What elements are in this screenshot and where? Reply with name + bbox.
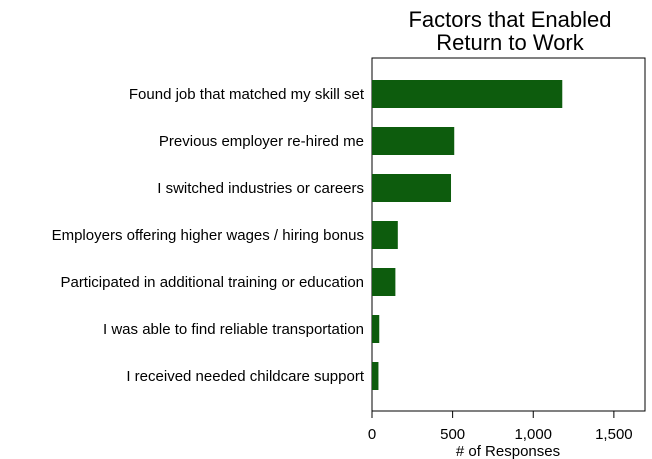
plot-frame — [371, 57, 646, 412]
x-tick-label-1: 500 — [440, 426, 465, 443]
category-label-1: Previous employer re-hired me — [159, 133, 364, 150]
x-tick-label-3: 1,500 — [595, 426, 633, 443]
category-label-3: Employers offering higher wages / hiring… — [52, 227, 364, 244]
bars-group — [372, 80, 563, 390]
bar-1 — [372, 127, 455, 155]
category-label-4: Participated in additional training or e… — [60, 274, 364, 291]
bar-2 — [372, 174, 452, 202]
category-label-6: I received needed childcare support — [126, 368, 364, 385]
x-axis-ticks: 0 500 1,000 1,500 — [368, 411, 633, 443]
bar-5 — [372, 315, 380, 343]
category-label-2: I switched industries or careers — [157, 180, 364, 197]
bar-0 — [372, 80, 563, 108]
x-axis-title: # of Responses — [456, 443, 560, 459]
bar-6 — [372, 362, 379, 390]
bar-4 — [372, 268, 396, 296]
category-label-0: Found job that matched my skill set — [129, 86, 365, 103]
x-tick-label-2: 1,000 — [514, 426, 552, 443]
category-label-5: I was able to find reliable transportati… — [103, 321, 364, 338]
category-labels: Found job that matched my skill set Previ… — [52, 86, 365, 385]
chart-title-line-2: Return to Work — [436, 30, 585, 55]
chart-title-line-1: Factors that Enabled — [408, 7, 611, 32]
bar-3 — [372, 221, 398, 249]
x-tick-label-0: 0 — [368, 426, 376, 443]
